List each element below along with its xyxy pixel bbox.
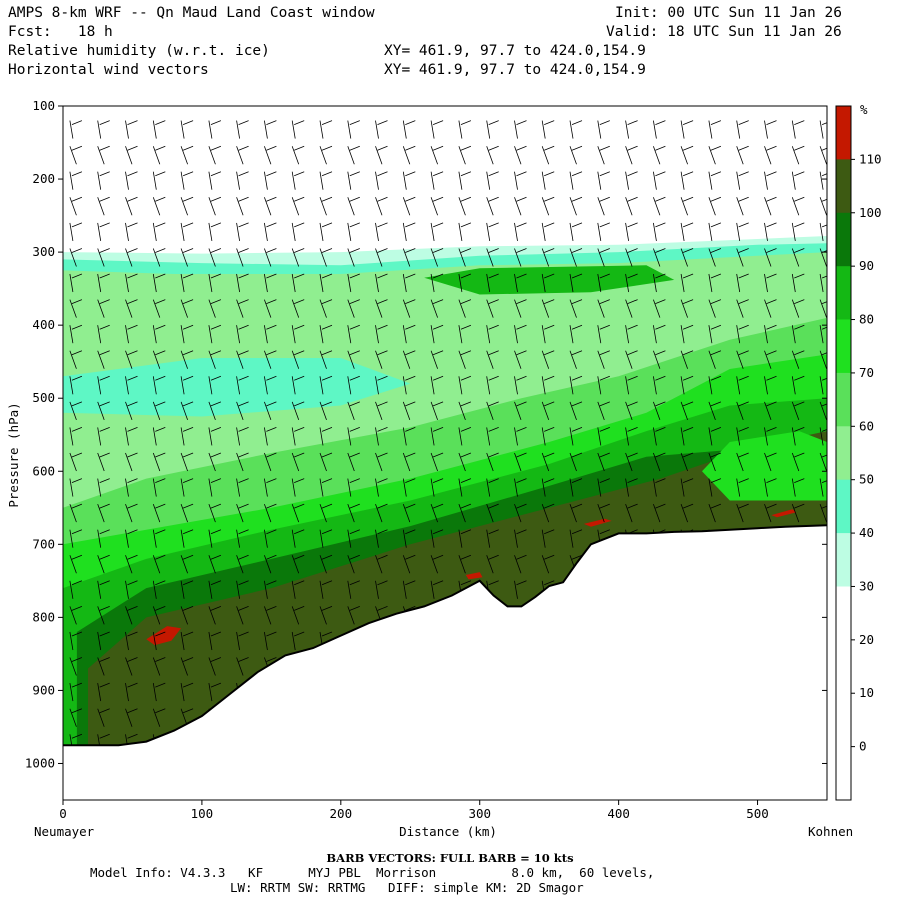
- barb-column-0: [69, 120, 83, 753]
- colorbar-label: 90: [859, 258, 874, 273]
- y-tick-label: 200: [32, 171, 55, 186]
- forecast-hour: Fcst: 18 h: [8, 24, 113, 40]
- x-endpoint-left: Neumayer: [34, 824, 95, 839]
- y-tick-label: 600: [32, 463, 55, 478]
- x-tick-label: 300: [468, 806, 491, 821]
- barb-note: BARB VECTORS: FULL BARB = 10 kts: [326, 851, 574, 865]
- field1-label: Relative humidity (w.r.t. ice): [8, 43, 270, 59]
- barb-column-5: [208, 120, 222, 753]
- y-tick-label: 800: [32, 609, 55, 624]
- x-tick-label: 500: [746, 806, 769, 821]
- colorbar-segment: [836, 479, 851, 534]
- y-tick-label: 400: [32, 317, 55, 332]
- field2-xy: XY= 461.9, 97.7 to 424.0,154.9: [384, 62, 646, 78]
- colorbar-segment: [836, 372, 851, 427]
- colorbar-segment: [836, 533, 851, 587]
- colorbar-segment: [836, 266, 851, 321]
- colorbar-segment: [836, 159, 851, 214]
- colorbar-label: 100: [859, 205, 882, 220]
- field1-xy: XY= 461.9, 97.7 to 424.0,154.9: [384, 43, 646, 59]
- axes: 100 200 300 400 500 600 700 800 900 1000 0 100 200 30…: [25, 98, 827, 821]
- field2-label: Horizontal wind vectors: [8, 62, 209, 78]
- colorbar-frame: [835, 105, 852, 801]
- colorbar-label: 30: [859, 578, 874, 593]
- model-info-2: LW: RRTM SW: RRTMG DIFF: simple KM: 2D S…: [230, 880, 584, 895]
- x-tick-label: 0: [59, 806, 67, 821]
- colorbar-segment: [836, 319, 851, 374]
- rh-band-10: [424, 265, 675, 295]
- y-tick-label: 900: [32, 682, 55, 697]
- terrain-surface-line: [63, 524, 827, 747]
- colorbar-segment: [836, 586, 851, 641]
- colorbar-segment: [836, 746, 851, 800]
- y-tick-label: 500: [32, 390, 55, 405]
- terrain: [63, 524, 827, 800]
- y-axis-label: Pressure (hPa): [6, 402, 21, 507]
- colorbar-segment: [836, 426, 851, 481]
- colorbar-segment: [836, 212, 851, 267]
- barb-column-1: [97, 120, 110, 753]
- colorbar-unit: %: [860, 102, 868, 117]
- colorbar-label: 40: [859, 525, 874, 540]
- colorbar-label: 10: [859, 685, 874, 700]
- terrain-fill: [63, 525, 827, 800]
- plot-frame: [62, 105, 828, 801]
- barb-column-3: [152, 120, 166, 753]
- y-tick-label: 700: [32, 536, 55, 551]
- colorbar-label: 110: [859, 151, 882, 166]
- colorbar-segment: [836, 106, 851, 160]
- rh-band-3: [63, 358, 411, 417]
- rh-band-15: [771, 509, 797, 518]
- colorbar-segment: [836, 693, 851, 748]
- x-tick-label: 400: [607, 806, 630, 821]
- chart-title: AMPS 8-km WRF -- Qn Maud Land Coast wind…: [8, 5, 375, 21]
- x-endpoint-right: Kohnen: [808, 824, 853, 839]
- rh-band-11: [702, 431, 827, 501]
- rh-band-14: [583, 518, 612, 527]
- y-tick-label: 300: [32, 244, 55, 259]
- y-tick-label: 1000: [25, 755, 55, 770]
- x-tick-label: 100: [191, 806, 214, 821]
- model-info: Model Info: V4.3.3 KF MYJ PBL Morrison 8…: [90, 865, 655, 880]
- x-axis-label: Distance (km): [399, 824, 497, 839]
- init-time: Init: 00 UTC Sun 11 Jan 26: [615, 5, 842, 21]
- x-tick-label: 200: [330, 806, 353, 821]
- colorbar-label: 0: [859, 739, 867, 754]
- valid-time: Valid: 18 UTC Sun 11 Jan 26: [606, 24, 842, 40]
- barb-column-2: [125, 120, 138, 753]
- colorbar-label: 20: [859, 632, 874, 647]
- y-tick-label: 100: [32, 98, 55, 113]
- colorbar-label: 60: [859, 418, 874, 433]
- barb-column-4: [180, 120, 194, 753]
- colorbar-label: 70: [859, 365, 874, 380]
- colorbar-label: 50: [859, 472, 874, 487]
- rh-band-13: [465, 572, 483, 580]
- colorbar-label: 80: [859, 312, 874, 327]
- colorbar-segment: [836, 639, 851, 694]
